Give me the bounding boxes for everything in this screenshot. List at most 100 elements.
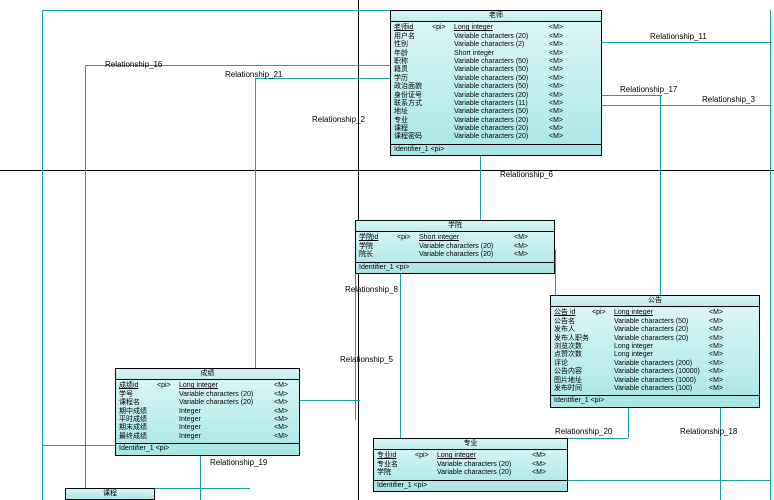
attr-pi	[432, 125, 454, 133]
attr-type: Variable characters (20)	[419, 243, 514, 251]
attr-type: Variable characters (50)	[454, 83, 549, 91]
attribute-row: 图片地址Variable characters (1000)<M>	[554, 377, 756, 385]
edge-line	[720, 405, 721, 500]
attr-name: 年龄	[394, 50, 432, 58]
relationship-label: Relationship_16	[105, 60, 162, 69]
attr-name: 身份证号	[394, 92, 432, 100]
attribute-row: 期末成绩Integer<M>	[119, 424, 296, 432]
attr-name: 发布人	[554, 326, 592, 334]
entity-body: 专业id<pi>Long integer<M>专业名 Variable chara…	[374, 450, 567, 480]
edge-line	[42, 10, 43, 500]
attr-pi	[432, 58, 454, 66]
entity-identifier: Identifier_1 <pi>	[374, 481, 567, 491]
attr-type: Variable characters (50)	[454, 66, 549, 74]
attr-mandatory: <M>	[549, 133, 563, 141]
entity-score: 成绩 成绩id<pi>Long integer<M>学号Variable cha…	[115, 368, 300, 456]
edge-line	[255, 78, 256, 368]
attr-pi	[432, 133, 454, 141]
attr-pi: <pi>	[592, 309, 614, 317]
entity-body: 公告 id<pi>Long integer<M>公告名Variable char…	[551, 307, 759, 396]
attr-type: Variable characters (11)	[454, 100, 549, 108]
attr-pi	[415, 469, 437, 477]
edge-line	[770, 10, 771, 500]
attr-mandatory: <M>	[709, 360, 723, 368]
attr-name: 学院	[359, 243, 397, 251]
attribute-row: 成绩id<pi>Long integer<M>	[119, 382, 296, 390]
attr-name: 点赞次数	[554, 351, 592, 359]
attribute-row: 期中成绩Integer<M>	[119, 408, 296, 416]
attr-name: 课程名	[119, 399, 157, 407]
attr-name: 评论	[554, 360, 592, 368]
attr-name: 专业名	[377, 461, 415, 469]
attr-name: 政治面貌	[394, 83, 432, 91]
attr-mandatory: <M>	[709, 377, 723, 385]
attr-mandatory: <M>	[709, 309, 723, 317]
attr-name: 公告 id	[554, 309, 592, 317]
attr-name: 院长	[359, 251, 397, 259]
entity-identifier: Identifier_1 <pi>	[356, 263, 554, 273]
relationship-label: Relationship_20	[555, 427, 612, 436]
attr-name: 成绩id	[119, 382, 157, 390]
attr-mandatory: <M>	[532, 469, 546, 477]
entity-major: 专业 专业id<pi>Long integer<M>专业名 Variable ch…	[373, 438, 568, 492]
edge-line	[555, 250, 556, 295]
entity-title: 专业	[374, 439, 567, 450]
attr-type: Integer	[179, 408, 274, 416]
attribute-row: 点赞次数Long integer<M>	[554, 351, 756, 359]
attr-pi	[592, 385, 614, 393]
attr-mandatory: <M>	[274, 399, 288, 407]
attr-name: 性别	[394, 41, 432, 49]
attribute-row: 院长Variable characters (20)<M>	[359, 251, 551, 259]
attribute-row: 身份证号 Variable characters (20)<M>	[394, 92, 598, 100]
attr-pi	[432, 50, 454, 58]
entity-title: 学院	[356, 221, 554, 232]
edge-line	[602, 95, 662, 96]
attr-name: 学号	[119, 391, 157, 399]
attribute-row: 发布人职务Variable characters (20)<M>	[554, 335, 756, 343]
attr-pi	[432, 75, 454, 83]
attribute-row: 专业id<pi>Long integer<M>	[377, 452, 564, 460]
attr-mandatory: <M>	[709, 343, 723, 351]
attr-type: Variable characters (20)	[437, 461, 532, 469]
attr-type: Variable characters (20)	[454, 92, 549, 100]
attr-type: Variable characters (20)	[454, 125, 549, 133]
edge-line	[300, 400, 360, 401]
attribute-row: 学历Variable characters (50)<M>	[394, 75, 598, 83]
attr-type: Variable characters (200)	[614, 360, 709, 368]
relationship-label: Relationship_3	[702, 95, 755, 104]
attribute-row: 课程Variable characters (20)<M>	[394, 125, 598, 133]
attribute-row: 用户名Variable characters (20)<M>	[394, 33, 598, 41]
edge-line	[602, 42, 772, 43]
relationship-label: Relationship_8	[345, 285, 398, 294]
attr-mandatory: <M>	[549, 83, 563, 91]
attr-type: Variable characters (50)	[454, 58, 549, 66]
entity-body: 老师id<pi>Long integer<M>用户名Variable chara…	[391, 22, 601, 144]
attr-name: 地址	[394, 108, 432, 116]
attr-type: Variable characters (20)	[454, 33, 549, 41]
attr-mandatory: <M>	[274, 408, 288, 416]
attr-pi	[432, 66, 454, 74]
attr-type: Variable characters (20)	[179, 399, 274, 407]
attribute-row: 籍贯Variable characters (50)<M>	[394, 66, 598, 74]
attr-mandatory: <M>	[514, 234, 528, 242]
attr-mandatory: <M>	[274, 391, 288, 399]
attr-pi	[592, 351, 614, 359]
attribute-row: 学院Variable characters (20)<M>	[359, 243, 551, 251]
attr-mandatory: <M>	[549, 92, 563, 100]
attr-name: 学院	[377, 469, 415, 477]
attr-type: Variable characters (50)	[614, 318, 709, 326]
edge-line	[628, 405, 629, 438]
attribute-row: 联系方式Variable characters (11)<M>	[394, 100, 598, 108]
edge-line	[42, 10, 390, 11]
relationship-label: Relationship_2	[312, 115, 365, 124]
attr-mandatory: <M>	[549, 75, 563, 83]
entity-identifier: Identifier_1 <pi>	[551, 396, 759, 406]
attr-mandatory: <M>	[514, 251, 528, 259]
edge-line	[85, 65, 86, 488]
entity-course: 课程	[65, 488, 155, 500]
attr-mandatory: <M>	[549, 100, 563, 108]
attr-pi	[592, 343, 614, 351]
attr-mandatory: <M>	[709, 335, 723, 343]
entity-identifier: Identifier_1 <pi>	[391, 145, 601, 155]
attr-mandatory: <M>	[532, 461, 546, 469]
